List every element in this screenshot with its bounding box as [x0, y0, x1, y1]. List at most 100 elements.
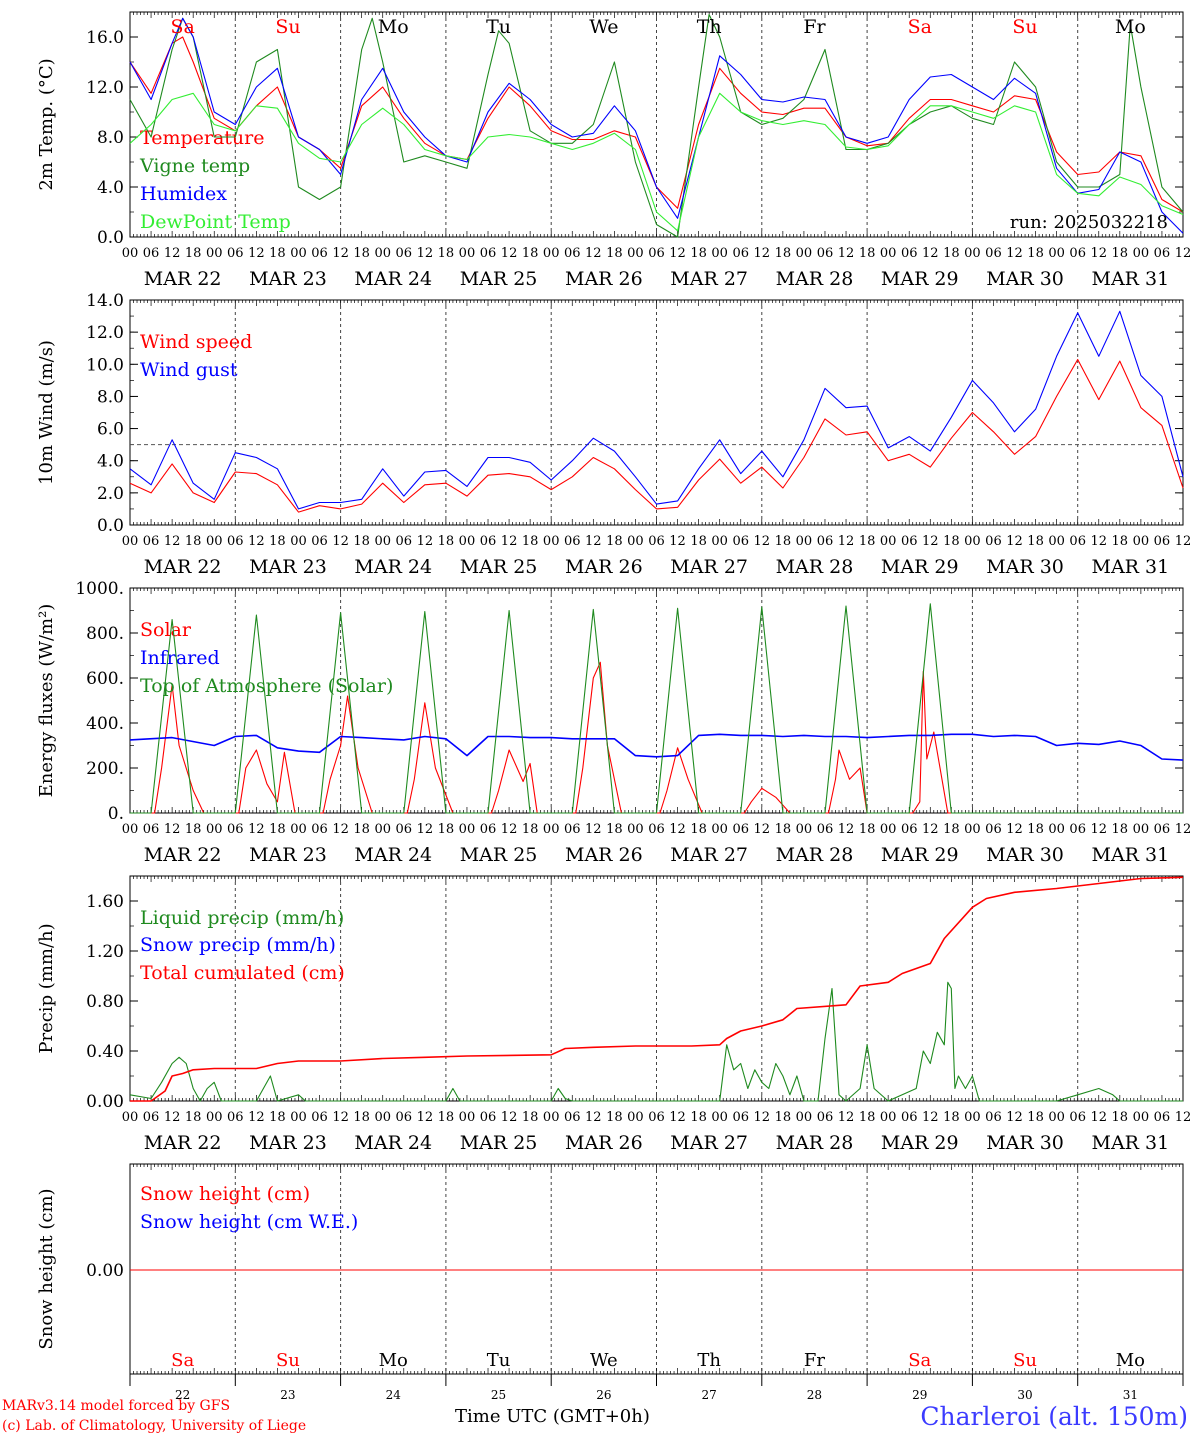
series-line-liquid-precip-mm-h- — [129, 981, 1183, 1102]
hour-label: 12 — [754, 246, 771, 261]
hour-label: 06 — [480, 534, 497, 549]
day-number: 28 — [807, 1388, 822, 1402]
date-label: MAR 27 — [670, 268, 748, 290]
hour-label: 06 — [985, 822, 1002, 837]
hour-label: 12 — [922, 534, 939, 549]
hour-label: 06 — [732, 246, 749, 261]
hour-label: 18 — [775, 822, 792, 837]
hour-label: 18 — [522, 1110, 539, 1125]
hour-label: 00 — [206, 246, 223, 261]
hour-label: 12 — [501, 1110, 518, 1125]
hour-label: 00 — [796, 1110, 813, 1125]
hour-label: 18 — [859, 1110, 876, 1125]
weekday-label: Su — [275, 16, 300, 38]
legend-entry: Humidex — [140, 183, 227, 205]
series-line-total-cumulated-cm- — [130, 876, 1184, 1102]
hour-label: 12 — [248, 246, 265, 261]
hour-label: 00 — [122, 246, 139, 261]
hour-label: 06 — [564, 246, 581, 261]
series-line-dewpoint-temp — [129, 92, 1184, 232]
hour-label: 06 — [480, 822, 497, 837]
hour-label: 12 — [838, 1110, 855, 1125]
panel-frame — [129, 587, 1184, 814]
hour-label: 06 — [648, 1110, 665, 1125]
hour-label: 00 — [1133, 246, 1150, 261]
hour-label: 06 — [227, 246, 244, 261]
legend-entry: Wind gust — [140, 359, 238, 381]
y-tick-label: 200. — [86, 759, 124, 779]
weekday-label-bottom: Mo — [1116, 1350, 1145, 1371]
day-number: 29 — [912, 1388, 927, 1402]
date-label: MAR 28 — [776, 1132, 854, 1154]
hour-label: 18 — [943, 822, 960, 837]
hour-label: 00 — [711, 822, 728, 837]
series-line-top-of-atmosphere-solar- — [130, 603, 1183, 814]
hour-label: 12 — [1090, 246, 1107, 261]
date-label: MAR 27 — [670, 556, 748, 578]
hour-label: 18 — [606, 246, 623, 261]
hour-label: 00 — [627, 246, 644, 261]
date-label: MAR 25 — [460, 556, 538, 578]
hour-label: 06 — [564, 534, 581, 549]
hour-label: 12 — [669, 1110, 686, 1125]
hour-label: 00 — [1133, 1110, 1150, 1125]
date-label: MAR 27 — [670, 1132, 748, 1154]
weekday-label: Mo — [378, 16, 409, 38]
hour-label: 00 — [880, 822, 897, 837]
hour-label: 18 — [185, 534, 202, 549]
hour-label: 18 — [606, 822, 623, 837]
hour-label: 18 — [353, 534, 370, 549]
hour-label: 18 — [1112, 822, 1129, 837]
hour-label: 12 — [248, 534, 265, 549]
hour-label: 12 — [1006, 822, 1023, 837]
hour-label: 18 — [1112, 534, 1129, 549]
hour-label: 18 — [943, 246, 960, 261]
hour-label: 12 — [332, 822, 349, 837]
hour-label: 00 — [880, 1110, 897, 1125]
hour-label: 12 — [417, 822, 434, 837]
hour-label: 00 — [796, 534, 813, 549]
hour-label: 06 — [817, 246, 834, 261]
hour-label: 06 — [564, 1110, 581, 1125]
day-number: 30 — [1017, 1388, 1032, 1402]
date-label: MAR 30 — [986, 1132, 1064, 1154]
hour-label: 00 — [964, 1110, 981, 1125]
hour-label: 06 — [648, 822, 665, 837]
hour-label: 00 — [1048, 1110, 1065, 1125]
hour-label: 00 — [1133, 822, 1150, 837]
hour-label: 12 — [1006, 534, 1023, 549]
y-axis-title: Snow height (cm) — [36, 1188, 57, 1349]
hour-label: 12 — [1090, 534, 1107, 549]
hour-label: 06 — [732, 1110, 749, 1125]
hour-label: 12 — [501, 822, 518, 837]
weekday-label: Mo — [1115, 16, 1146, 38]
day-number: 25 — [491, 1388, 506, 1402]
y-tick-label: 6.0 — [97, 420, 124, 440]
legend-entry: Top of Atmosphere (Solar) — [140, 675, 393, 697]
run-annotation: run: 2025032218 — [1010, 212, 1168, 233]
date-label: MAR 31 — [1091, 844, 1169, 866]
series-line-infrared — [129, 733, 1184, 761]
hour-label: 18 — [1027, 1110, 1044, 1125]
hour-label: 06 — [311, 534, 328, 549]
hour-label: 00 — [627, 1110, 644, 1125]
hour-label: 18 — [775, 1110, 792, 1125]
series-line-vigne-temp — [129, 13, 1184, 238]
date-label: MAR 30 — [986, 268, 1064, 290]
hour-label: 00 — [1133, 534, 1150, 549]
hour-label: 00 — [459, 822, 476, 837]
hour-label: 06 — [143, 822, 160, 837]
hour-label: 00 — [796, 246, 813, 261]
hour-label: 18 — [522, 822, 539, 837]
date-label: MAR 24 — [354, 556, 432, 578]
hour-label: 12 — [754, 1110, 771, 1125]
y-tick-label: 2.0 — [97, 484, 124, 504]
hour-label: 00 — [796, 822, 813, 837]
weekday-label-bottom: We — [590, 1350, 618, 1371]
hour-label: 00 — [374, 246, 391, 261]
weekday-label: Tu — [486, 16, 511, 38]
hour-label: 18 — [606, 534, 623, 549]
hour-label: 18 — [353, 822, 370, 837]
date-label: MAR 23 — [249, 556, 327, 578]
